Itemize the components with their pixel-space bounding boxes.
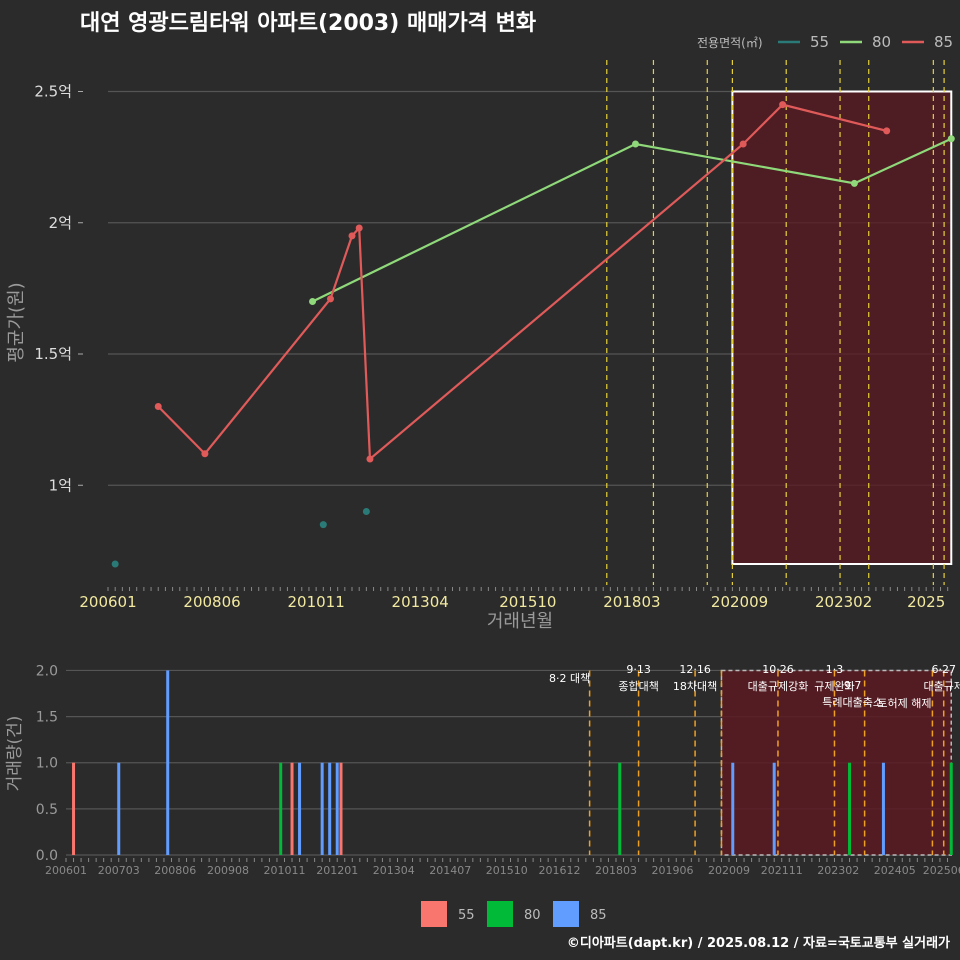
x2-tick-label: 202009 [708, 864, 750, 877]
bar-85 [335, 762, 339, 855]
y-axis-label: 평균가(원) [6, 282, 27, 362]
x2-tick-label: 201407 [429, 864, 471, 877]
bar-85 [298, 762, 302, 855]
bar-85 [166, 670, 170, 855]
y2-tick-label: 0.5 [36, 802, 58, 818]
y-tick-label: 2억 [49, 214, 72, 232]
data-point-55 [362, 508, 370, 515]
policy-sublabel: 종합대책 [618, 680, 658, 693]
x2-tick-label: 202506 [923, 864, 960, 877]
x-tick-label: 200601 [79, 593, 136, 611]
data-point-85 [739, 140, 747, 148]
policy-label: 9·13 [626, 663, 651, 676]
policy-label: 1·3 [826, 663, 844, 676]
policy-label: 9·7 [844, 679, 862, 692]
data-point-85 [326, 295, 334, 303]
data-point-85 [883, 127, 891, 135]
policy-sublabel: 토허제 해제 [877, 696, 931, 710]
bar-85 [320, 762, 324, 855]
x2-tick-label: 202302 [817, 864, 859, 877]
policy-label: 6·27 [931, 663, 956, 676]
data-point-85 [154, 403, 162, 410]
data-point-80 [632, 140, 639, 148]
x-tick-label: 201510 [499, 593, 556, 611]
data-point-80 [309, 298, 317, 305]
policy-sublabel: 특례대출축소 [822, 696, 883, 709]
legend2-key-80 [487, 901, 513, 927]
highlight-box [731, 90, 953, 565]
y-tick-label: 1.5억 [34, 345, 72, 363]
x2-tick-label: 201011 [263, 864, 305, 877]
data-point-85 [366, 455, 374, 463]
x-tick-label: 202009 [711, 593, 768, 611]
caption: ©디아파트(dapt.kr) / 2025.08.12 / 자료=국토교통부 실… [567, 935, 950, 951]
x2-tick-label: 200908 [207, 864, 249, 877]
data-point-80 [947, 135, 955, 143]
policy-sublabel: 대출규제 [923, 680, 960, 693]
legend2-key-55 [421, 901, 447, 927]
x2-tick-label: 200806 [154, 864, 196, 877]
y-tick-label: 1억 [49, 476, 72, 494]
bar-85 [772, 762, 776, 855]
x2-tick-label: 202405 [874, 864, 916, 877]
policy-label: 12·16 [679, 663, 711, 676]
x-tick-label: 201304 [392, 593, 449, 611]
bar-85 [881, 762, 885, 855]
x-tick-label: 201803 [603, 593, 660, 611]
policy-sublabel: 규제완화 [814, 680, 854, 693]
x-tick-label: 202302 [815, 593, 872, 611]
bar-55 [290, 762, 294, 855]
bar-55 [72, 762, 76, 855]
x2-tick-label: 201510 [486, 864, 528, 877]
legend-label-80: 80 [872, 33, 891, 51]
data-point-55 [111, 560, 119, 568]
bar-80 [949, 762, 953, 855]
y2-axis-label: 거래량(건) [5, 716, 25, 792]
y2-tick-label: 2.0 [36, 663, 58, 679]
x2-tick-label: 201803 [595, 864, 637, 877]
x2-tick-label: 200703 [98, 864, 140, 877]
y-tick-label: 2.5억 [34, 83, 72, 101]
legend2-label-85: 85 [590, 908, 607, 923]
policy-label: 8·2 대책 [549, 672, 590, 685]
series-line-80 [312, 137, 952, 303]
chart-title: 대연 영광드림타워 아파트(2003) 매매가격 변화 [80, 11, 536, 36]
y2-tick-label: 1.5 [36, 710, 58, 726]
bar-55 [339, 762, 343, 855]
data-point-80 [850, 179, 858, 187]
legend-label-55: 55 [810, 33, 829, 51]
data-point-85 [201, 450, 209, 458]
x-tick-label: 2025 [907, 593, 945, 611]
policy-label: 10·26 [762, 663, 794, 676]
x2-tick-label: 201906 [651, 864, 693, 877]
x2-tick-label: 200601 [45, 864, 87, 877]
data-point-85 [355, 224, 363, 232]
bar-85 [731, 762, 735, 855]
x2-tick-label: 202111 [761, 864, 803, 877]
x2-tick-label: 201612 [538, 864, 580, 877]
bar-85 [328, 762, 332, 855]
data-point-85 [348, 232, 356, 240]
data-point-55 [319, 521, 327, 529]
bar-80 [279, 762, 283, 855]
y2-tick-label: 1.0 [36, 756, 58, 772]
legend2-key-85 [553, 901, 579, 927]
x-tick-label: 200806 [183, 593, 240, 611]
x-tick-label: 201011 [287, 593, 344, 611]
policy-sublabel: 18차대책 [673, 680, 717, 693]
legend-label-85: 85 [934, 33, 953, 51]
legend2-label-80: 80 [524, 908, 541, 923]
data-point-85 [779, 101, 787, 109]
x2-tick-label: 201201 [316, 864, 358, 877]
legend2-label-55: 55 [458, 908, 475, 923]
bar-80 [848, 762, 852, 855]
policy-sublabel: 대출규제강화 [748, 680, 809, 693]
bar-80 [618, 762, 622, 855]
x-axis-label: 거래년월 [487, 611, 553, 632]
x2-tick-label: 201304 [373, 864, 415, 877]
bar-85 [117, 762, 121, 855]
y2-tick-label: 0.0 [36, 848, 58, 864]
legend-title: 전용면적(㎡) [697, 36, 763, 50]
